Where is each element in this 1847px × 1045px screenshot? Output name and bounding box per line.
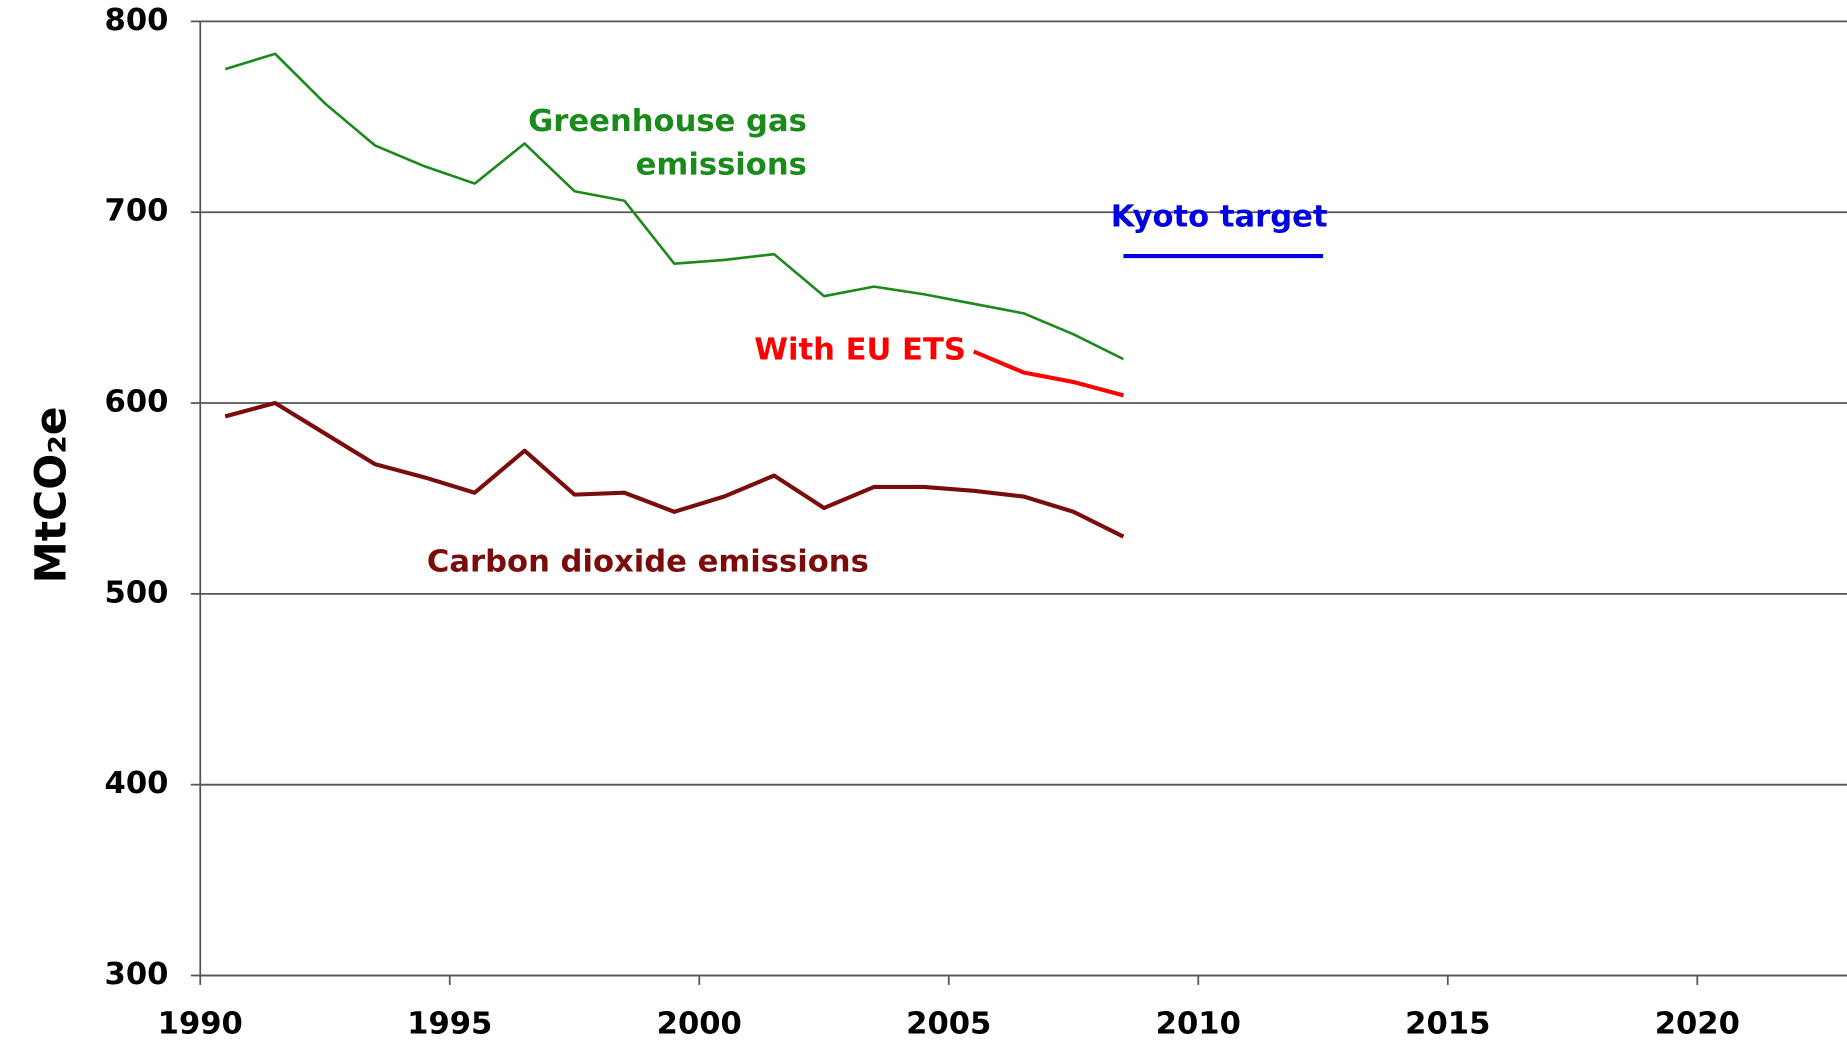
series-line	[224, 52, 1125, 361]
y-tick-label: 300	[105, 957, 169, 992]
y-tick-label: 700	[105, 194, 169, 229]
series-label: Kyoto target	[1110, 199, 1328, 235]
y-tick-label: 500	[105, 575, 169, 610]
y-tick-label: 600	[105, 385, 169, 420]
series-label-box: With EU ETS	[754, 332, 966, 368]
y-tick-label: 800	[105, 3, 169, 38]
x-tick-label: 2015	[1405, 1006, 1490, 1041]
series-label: Carbon dioxide emissions	[426, 544, 869, 580]
series-label-box: Kyoto target	[1110, 199, 1328, 235]
x-tick-label: 2000	[657, 1006, 742, 1041]
y-axis-label: MtCO₂e	[27, 406, 76, 583]
y-tick-label: 400	[105, 766, 169, 801]
x-tick-label: 2020	[1655, 1006, 1740, 1041]
series-line	[224, 400, 1125, 539]
x-tick-label: 1990	[158, 1006, 243, 1041]
x-tick-label: 1995	[407, 1006, 492, 1041]
x-tick-label: 2005	[906, 1006, 991, 1041]
series-label-box: Carbon dioxide emissions	[426, 544, 869, 580]
series-label: Greenhouse gas emissions	[528, 103, 807, 183]
series-label-box: Greenhouse gas emissions	[528, 103, 807, 183]
series-line	[972, 349, 1124, 398]
x-tick-label: 2010	[1156, 1006, 1241, 1041]
series-label: With EU ETS	[754, 332, 966, 368]
